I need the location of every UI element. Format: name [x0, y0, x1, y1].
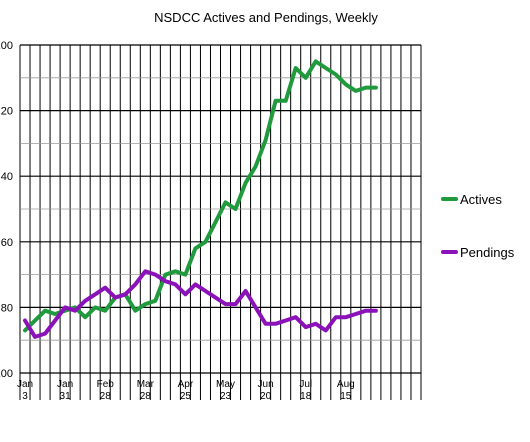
- x-tick-month: Jul: [299, 379, 312, 390]
- x-tick-month: May: [216, 379, 235, 390]
- legend-label-pendings: Pendings: [460, 245, 515, 260]
- legend-label-actives: Actives: [460, 192, 502, 207]
- x-tick-month: Jan: [57, 379, 73, 390]
- x-tick-month: Mar: [137, 379, 155, 390]
- x-tick-month: Feb: [97, 379, 115, 390]
- x-tick-month: Apr: [178, 379, 194, 390]
- x-tick-day: 25: [180, 391, 192, 402]
- x-tick-day: 28: [100, 391, 112, 402]
- x-tick-day: 28: [140, 391, 152, 402]
- x-tick-month: Aug: [337, 379, 355, 390]
- x-tick-day: 3: [22, 391, 28, 402]
- y-tick-label: 60: [1, 237, 13, 249]
- y-tick-label: 200: [0, 40, 13, 52]
- y-tick-label: 80: [1, 302, 13, 314]
- y-tick-label: 40: [1, 171, 13, 183]
- x-tick-month: Jan: [17, 379, 33, 390]
- x-tick-day: 31: [60, 391, 72, 402]
- grid-layer: [19, 44, 422, 400]
- series-line-pendings: [23, 269, 378, 339]
- series-layer: [23, 59, 378, 339]
- y-tick-label: 100: [0, 368, 13, 380]
- y-tick-label: 20: [1, 106, 13, 118]
- x-tick-day: 23: [220, 391, 232, 402]
- x-tick-day: 18: [300, 391, 312, 402]
- series-line-actives: [23, 59, 378, 333]
- x-tick-month: Jun: [258, 379, 274, 390]
- legend: Actives Pendings: [441, 192, 515, 260]
- x-tick-labels: Jan3Jan31Feb28Mar28Apr25May23Jun20Jul18A…: [17, 379, 355, 402]
- x-tick-day: 15: [340, 391, 352, 402]
- x-tick-day: 20: [260, 391, 272, 402]
- chart-title: NSDCC Actives and Pendings, Weekly: [154, 10, 378, 25]
- y-tick-labels: 200 20 40 60 80 100: [0, 40, 13, 380]
